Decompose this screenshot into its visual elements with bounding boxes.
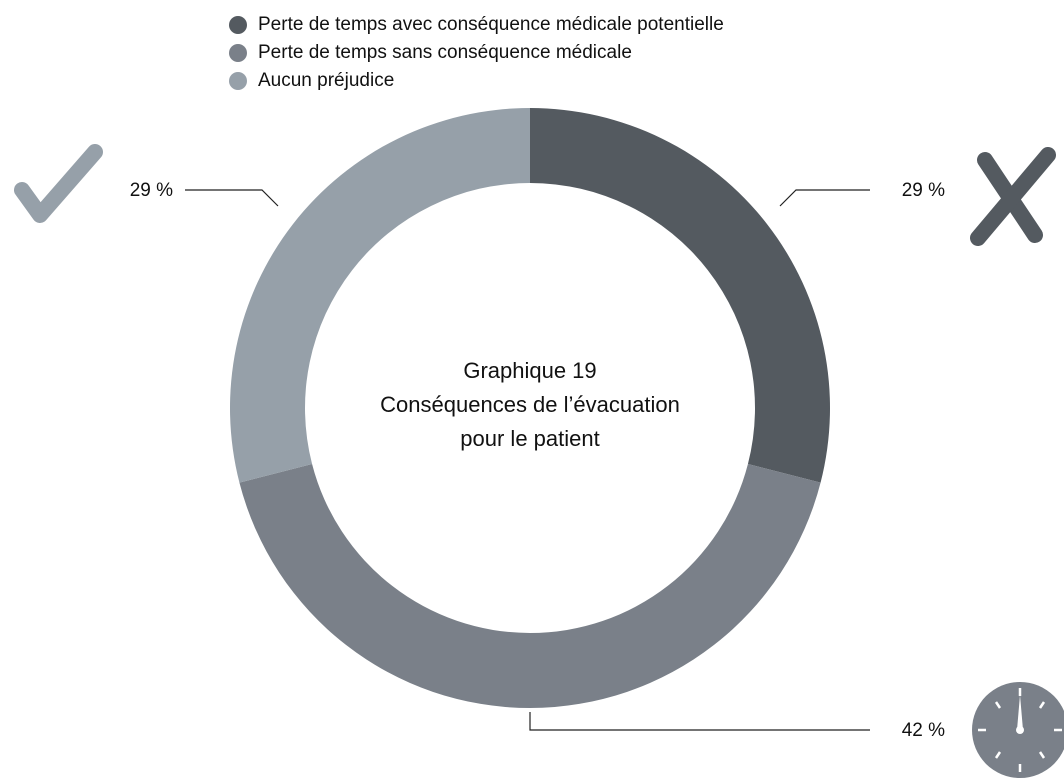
donut-segment bbox=[530, 108, 830, 483]
legend-swatch bbox=[229, 72, 247, 90]
chart-title: Graphique 19 bbox=[463, 358, 596, 383]
donut-segment bbox=[229, 108, 530, 483]
leader-line bbox=[529, 712, 870, 731]
legend-swatch bbox=[229, 44, 247, 62]
chart-subtitle: Conséquences de l’évacuation bbox=[380, 392, 680, 417]
legend-swatch bbox=[229, 16, 247, 34]
clock-icon bbox=[972, 682, 1064, 778]
cross-icon bbox=[970, 147, 1056, 246]
legend-label: Perte de temps sans conséquence médicale bbox=[258, 42, 632, 63]
leader-line bbox=[185, 189, 279, 207]
chart-subtitle: pour le patient bbox=[460, 426, 599, 451]
leader-line bbox=[779, 189, 870, 207]
donut-segment bbox=[239, 463, 821, 709]
value-label: 29 % bbox=[902, 180, 945, 201]
legend-label: Perte de temps avec conséquence médicale… bbox=[258, 14, 724, 35]
check-icon bbox=[14, 144, 103, 223]
legend-label: Aucun préjudice bbox=[258, 70, 394, 91]
value-label: 29 % bbox=[130, 180, 173, 201]
value-label: 42 % bbox=[902, 720, 945, 741]
